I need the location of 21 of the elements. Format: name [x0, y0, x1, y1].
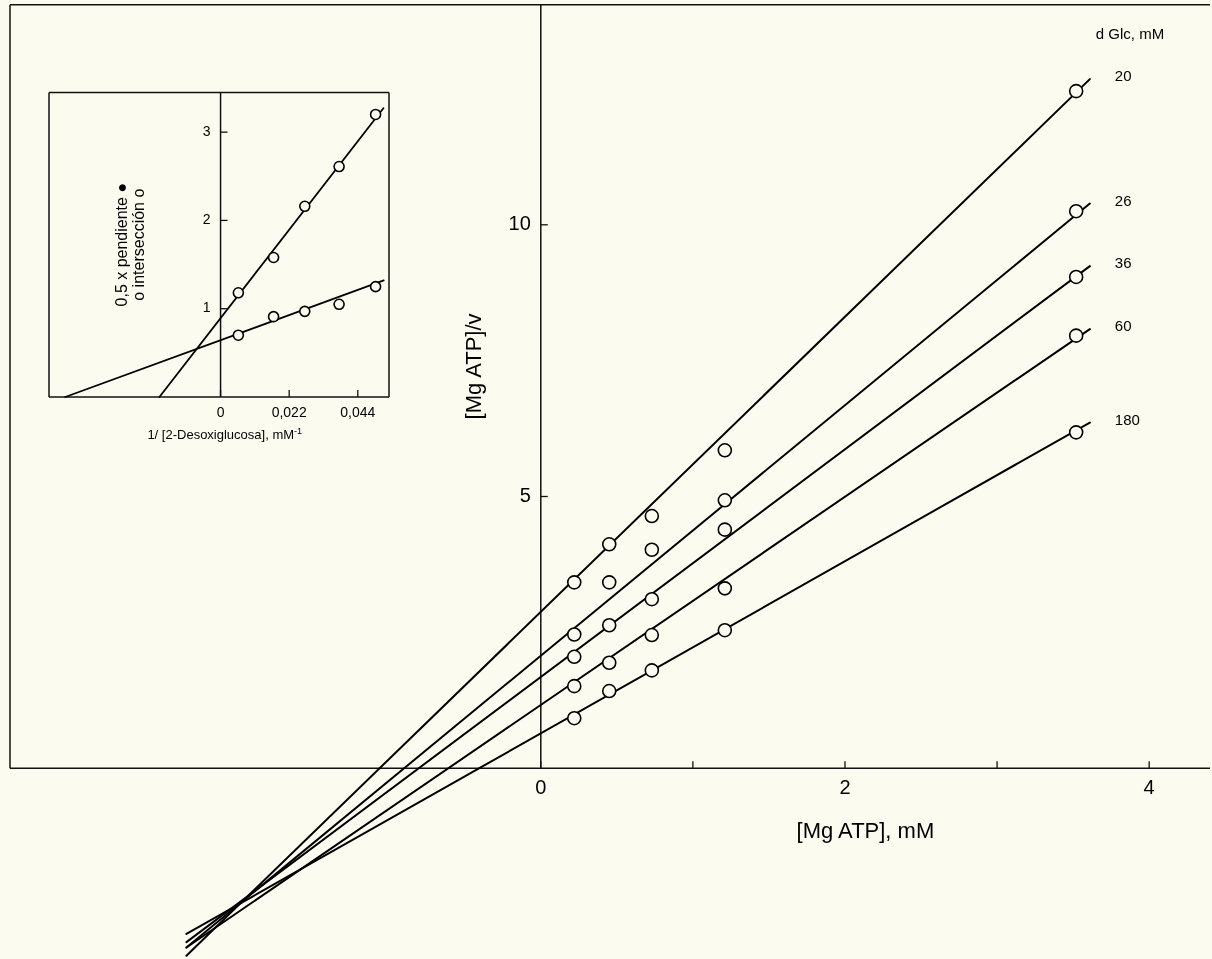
y-axis-title: [Mg ATP]/v: [460, 313, 486, 420]
x-tick-label: 2: [839, 776, 851, 799]
y-axis-title: 0,5 x pendiente ● o intersección o: [112, 182, 148, 307]
y-tick-label: 3: [202, 122, 211, 139]
x-axis-title: [Mg ATP], mM: [796, 818, 935, 844]
x-tick-label: 0,044: [340, 404, 376, 420]
x-axis-title: 1/ [2-Desoxiglucosa], mM$^{-1}$: [147, 426, 303, 442]
y-tick-label: 1: [202, 299, 211, 316]
series-label: 26: [1114, 191, 1132, 209]
series-label: 180: [1114, 410, 1140, 428]
y-tick-label: 10: [508, 212, 531, 235]
legend-title: d Glc, mM: [1095, 25, 1165, 43]
x-tick-label: 4: [1143, 776, 1155, 799]
x-tick-label: 0: [216, 404, 225, 420]
y-tick-label: 2: [202, 211, 211, 228]
y-tick-label: 5: [519, 483, 531, 506]
x-tick-label: 0: [535, 776, 547, 799]
series-label: 36: [1114, 254, 1132, 272]
x-tick-label: 0,022: [271, 404, 307, 420]
series-label: 60: [1114, 317, 1132, 335]
series-label: 20: [1114, 67, 1132, 85]
